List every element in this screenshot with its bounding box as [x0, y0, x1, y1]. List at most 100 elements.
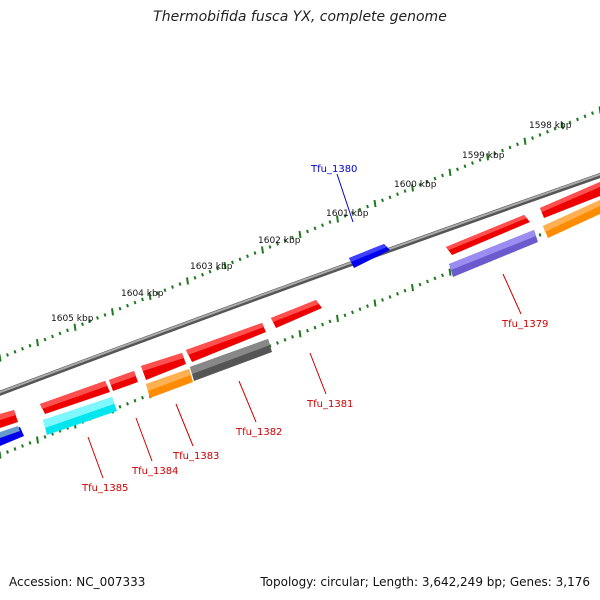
outer-tick-minor	[351, 210, 354, 215]
outer-tick-minor	[321, 223, 324, 228]
genome-summary-text: Topology: circular; Length: 3,642,249 bp…	[260, 575, 590, 589]
outer-tick-minor	[553, 126, 557, 131]
gene-tfu-1382-upper[interactable]	[186, 323, 266, 362]
gene-right-edge-orange[interactable]	[543, 200, 600, 238]
gene-tfu-1383-upper[interactable]	[141, 353, 186, 380]
inner-tick-minor	[283, 338, 287, 342]
gene-tfu-1379[interactable]	[449, 230, 538, 277]
inner-tick-minor	[291, 334, 294, 339]
inner-tick-minor	[133, 398, 137, 403]
inner-tick-minor	[328, 319, 332, 324]
inner-tick-minor	[351, 310, 354, 315]
inner-tick-major	[298, 330, 302, 338]
gene-tfu-1385[interactable]	[43, 397, 117, 435]
gene-label-tfu-1383[interactable]: Tfu_1383	[172, 451, 219, 462]
kbp-label-1598: 1598 kbp	[529, 121, 572, 131]
kbp-label-1603: 1603 kbp	[190, 262, 233, 272]
outer-tick-minor	[366, 204, 369, 209]
outer-tick-major	[561, 121, 564, 130]
gene-tfu-1380[interactable]	[349, 244, 390, 268]
outer-tick-minor	[51, 334, 54, 339]
genome-backbone-highlight	[0, 173, 600, 394]
outer-tick-track	[0, 106, 600, 362]
outer-tick-minor	[133, 300, 137, 305]
gene-left-edge-red[interactable]	[0, 410, 18, 428]
outer-tick-minor	[328, 220, 332, 224]
inner-tick-minor	[276, 341, 279, 345]
outer-tick-minor	[58, 331, 62, 336]
outer-tick-major	[486, 153, 489, 161]
gene-left-edge-blue[interactable]	[0, 426, 24, 446]
outer-tick-minor	[508, 145, 512, 150]
gene-label-tfu-1379[interactable]: Tfu_1379	[501, 319, 548, 330]
outer-tick-minor	[163, 288, 167, 293]
gene-tfu-1381[interactable]	[271, 300, 322, 328]
gene-label-tfu-1381[interactable]: Tfu_1381	[306, 399, 353, 410]
outer-tick-minor	[291, 235, 294, 240]
gene-right-edge-red[interactable]	[540, 182, 600, 218]
inner-tick-major	[0, 451, 2, 459]
outer-tick-minor	[433, 176, 437, 181]
outer-tick-minor	[456, 167, 459, 172]
outer-tick-minor	[193, 276, 197, 280]
gene-tfu-1385-upper[interactable]	[40, 381, 110, 414]
outer-tick-minor	[118, 306, 122, 311]
outer-tick-minor	[276, 241, 279, 246]
outer-tick-major	[523, 137, 527, 145]
outer-tick-major	[261, 246, 264, 254]
inner-tick-minor	[21, 444, 24, 448]
label-leaders	[87, 173, 522, 479]
inner-tick-minor	[141, 395, 144, 400]
inner-tick-major	[336, 314, 339, 323]
gene-label-tfu-1385[interactable]: Tfu_1385	[81, 483, 128, 494]
gene-label-tfu-1380[interactable]: Tfu_1380	[310, 164, 357, 175]
outer-tick-minor	[501, 148, 504, 153]
outer-tick-minor	[103, 313, 107, 317]
inner-tick-minor	[6, 450, 9, 454]
outer-tick-minor	[313, 226, 317, 231]
inner-tick-minor	[441, 273, 444, 278]
outer-tick-minor	[388, 195, 392, 200]
inner-tick-major	[411, 283, 414, 292]
outer-tick-minor	[516, 142, 519, 147]
outer-tick-minor	[21, 346, 24, 351]
gene-tfu-1383[interactable]	[146, 369, 193, 398]
outer-tick-major	[73, 323, 77, 331]
inner-tick-minor	[381, 298, 384, 302]
gene-label-tfu-1384[interactable]: Tfu_1384	[131, 466, 178, 477]
outer-tick-major	[0, 354, 2, 362]
gene-tfu-1384-upper[interactable]	[109, 371, 138, 391]
outer-tick-minor	[478, 158, 482, 162]
kbp-label-1600: 1600 kbp	[394, 180, 437, 190]
gene-tfu-1382[interactable]	[190, 339, 272, 381]
outer-tick-minor	[43, 337, 47, 342]
inner-tick-minor	[403, 288, 407, 293]
outer-tick-minor	[141, 297, 144, 302]
outer-tick-minor	[208, 269, 212, 274]
inner-tick-minor	[13, 447, 17, 451]
inner-tick-minor	[343, 313, 347, 318]
outer-tick-minor	[201, 272, 204, 277]
kbp-label-1604: 1604 kbp	[121, 289, 164, 299]
kbp-label-1601: 1601 kbp	[326, 209, 369, 219]
outer-tick-major	[448, 168, 452, 177]
map-title: Thermobifida fusca YX, complete genome	[153, 9, 447, 25]
outer-tick-major	[36, 338, 39, 347]
outer-tick-minor	[253, 251, 257, 255]
outer-tick-minor	[418, 183, 422, 187]
outer-tick-minor	[426, 179, 429, 184]
outer-tick-minor	[403, 189, 407, 193]
outer-tick-minor	[178, 282, 182, 286]
outer-tick-minor	[246, 254, 249, 259]
outer-tick-minor	[81, 322, 84, 326]
outer-tick-minor	[568, 120, 572, 125]
outer-tick-minor	[493, 151, 497, 156]
outer-tick-minor	[546, 130, 549, 134]
outer-tick-minor	[591, 111, 594, 115]
outer-tick-minor	[6, 353, 9, 357]
outer-tick-minor	[126, 303, 129, 308]
gene-tfu-1379-upper[interactable]	[446, 215, 530, 255]
gene-label-tfu-1382[interactable]: Tfu_1382	[235, 427, 282, 438]
outer-tick-minor	[396, 192, 399, 196]
